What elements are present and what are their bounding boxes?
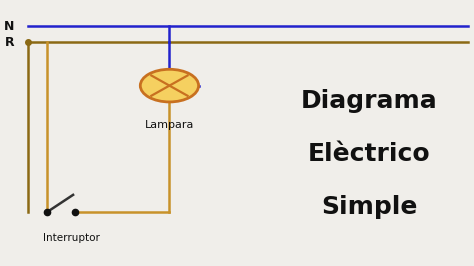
Text: Interruptor: Interruptor: [43, 233, 100, 243]
Text: Elèctrico: Elèctrico: [308, 142, 430, 166]
Circle shape: [140, 69, 199, 102]
Text: Diagrama: Diagrama: [301, 89, 438, 113]
Text: Lampara: Lampara: [145, 120, 194, 130]
Text: N: N: [4, 20, 14, 33]
Text: R: R: [5, 36, 14, 49]
Text: Simple: Simple: [321, 195, 418, 219]
